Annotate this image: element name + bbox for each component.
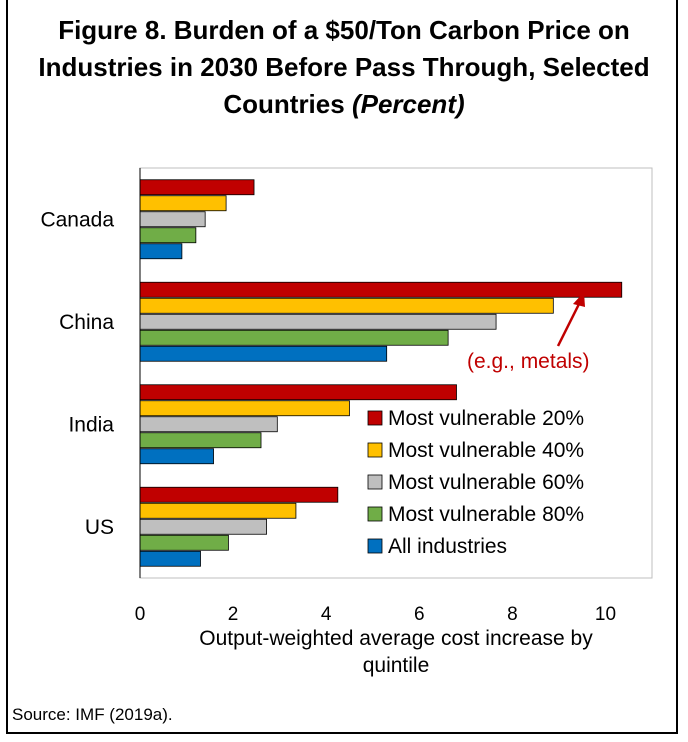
bar-india-series-3 <box>139 416 278 433</box>
legend-swatch <box>367 474 383 490</box>
category-label: China <box>59 311 114 334</box>
annotation-arrow <box>556 301 582 347</box>
bar-canada-series-2 <box>139 195 227 212</box>
legend-swatch <box>367 410 383 426</box>
x-tick-label: 8 <box>507 604 518 625</box>
bar-canada-series-3 <box>139 211 206 228</box>
bar-canada-series-5 <box>139 243 183 260</box>
legend-label: Most vulnerable 60% <box>388 471 584 494</box>
x-tick-label: 10 <box>595 604 616 625</box>
bar-china-series-5 <box>139 345 388 362</box>
chart-title-main: Figure 8. Burden of a $50/Ton Carbon Pri… <box>38 15 650 119</box>
bar-india-series-1 <box>139 384 457 401</box>
bar-us-series-1 <box>139 486 339 503</box>
legend-label: Most vulnerable 80% <box>388 503 584 526</box>
legend-label: All industries <box>388 535 507 558</box>
legend-label: Most vulnerable 20% <box>388 407 584 430</box>
category-label: US <box>85 516 114 539</box>
legend-swatch <box>367 506 383 522</box>
bar-us-series-5 <box>139 550 201 567</box>
bar-us-series-3 <box>139 518 268 535</box>
x-tick-label: 0 <box>135 604 146 625</box>
chart-title-unit: (Percent) <box>351 89 465 119</box>
bar-canada-series-4 <box>139 227 197 244</box>
x-axis-label: Output-weighted average cost increase by… <box>199 627 593 677</box>
figure-frame <box>6 0 678 734</box>
x-tick-label: 2 <box>228 604 239 625</box>
bar-india-series-2 <box>139 400 350 417</box>
legend-swatch <box>367 538 383 554</box>
bar-us-series-2 <box>139 502 297 519</box>
x-tick-label: 4 <box>321 604 332 625</box>
legend-label: Most vulnerable 40% <box>388 439 584 462</box>
legend-swatch <box>367 442 383 458</box>
bar-china-series-2 <box>139 297 554 314</box>
x-tick-label: 6 <box>414 604 425 625</box>
bar-india-series-5 <box>139 448 214 465</box>
bar-china-series-3 <box>139 313 497 330</box>
bar-us-series-4 <box>139 534 229 551</box>
chart-title: Figure 8. Burden of a $50/Ton Carbon Pri… <box>20 12 668 123</box>
category-label: Canada <box>40 208 114 231</box>
bar-india-series-4 <box>139 432 262 449</box>
annotation-text: (e.g., metals) <box>467 350 590 373</box>
bar-china-series-4 <box>139 329 449 346</box>
bar-china-series-1 <box>139 281 623 298</box>
bar-canada-series-1 <box>139 179 255 196</box>
category-label: India <box>68 413 114 436</box>
annotation-arrowhead <box>573 292 585 307</box>
source-note: Source: IMF (2019a). <box>12 705 173 724</box>
